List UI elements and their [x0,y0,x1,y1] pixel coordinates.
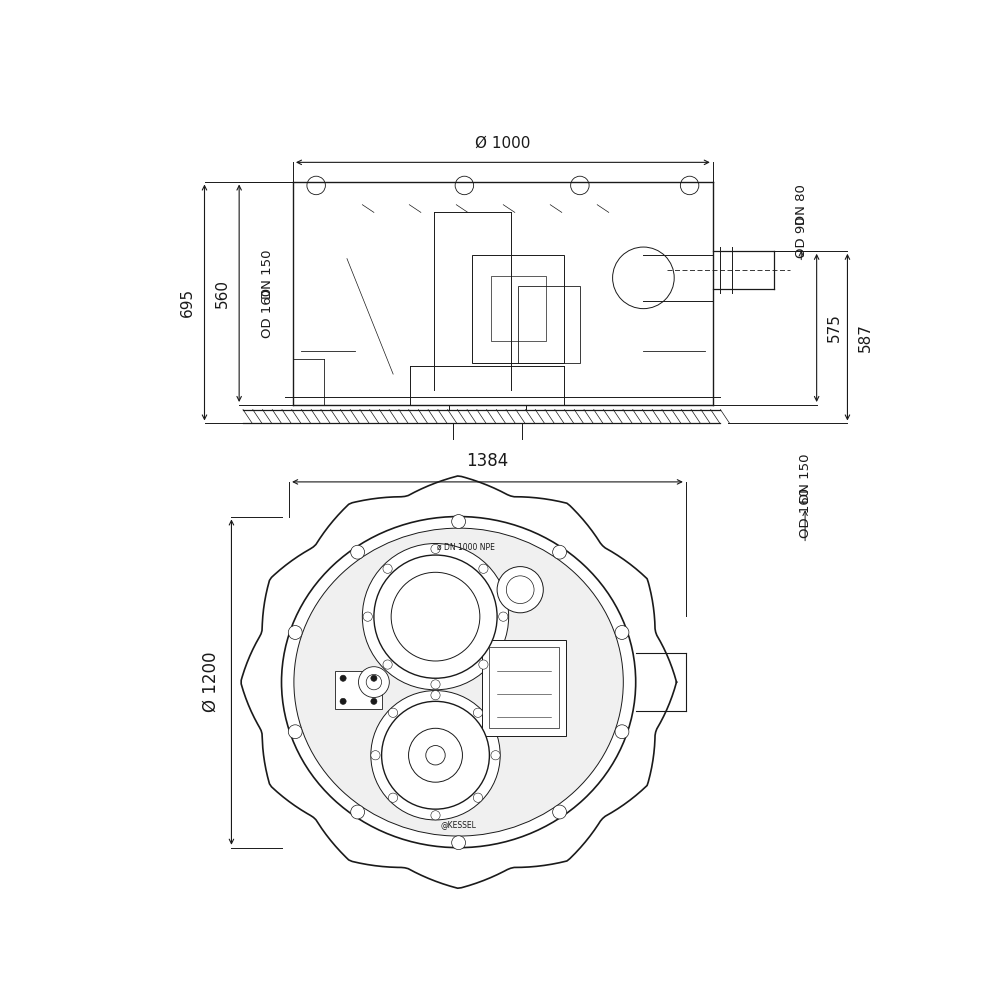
Circle shape [553,805,567,819]
Text: OD 90: OD 90 [795,216,808,258]
Ellipse shape [294,528,623,836]
Circle shape [371,675,377,681]
Text: 560: 560 [215,279,230,308]
Text: Ø 1200: Ø 1200 [202,652,220,712]
Circle shape [571,176,589,195]
Circle shape [307,176,325,195]
Text: OD 160: OD 160 [261,287,274,338]
Bar [472,255,564,363]
Ellipse shape [282,517,636,848]
Text: DN 80: DN 80 [795,184,808,225]
Circle shape [363,612,372,621]
Circle shape [388,708,398,717]
Text: @KESSEL: @KESSEL [441,820,477,829]
Text: OD 160: OD 160 [799,488,812,538]
Bar [518,286,580,363]
Circle shape [362,544,509,690]
Circle shape [351,805,365,819]
Circle shape [383,564,392,573]
Text: DN 150: DN 150 [799,453,812,503]
Text: 587: 587 [857,323,872,352]
Circle shape [358,667,389,698]
Circle shape [374,555,497,678]
Circle shape [455,176,474,195]
Circle shape [371,751,380,760]
Circle shape [371,691,500,820]
Circle shape [497,567,543,613]
Circle shape [382,701,489,809]
Circle shape [383,660,392,669]
Circle shape [340,698,346,704]
Circle shape [431,544,440,554]
Circle shape [479,564,488,573]
Circle shape [615,725,629,739]
Circle shape [479,660,488,669]
Text: 1384: 1384 [466,452,509,470]
Circle shape [615,626,629,639]
Circle shape [288,725,302,739]
Circle shape [431,811,440,820]
Circle shape [473,708,483,717]
Circle shape [431,680,440,689]
Circle shape [473,793,483,802]
Circle shape [340,675,346,681]
Text: Ø 1000: Ø 1000 [475,136,531,151]
Bar [335,671,382,709]
Bar [489,647,559,728]
Text: DN 150: DN 150 [261,249,274,299]
Circle shape [499,612,508,621]
Circle shape [426,746,445,765]
Circle shape [288,626,302,639]
Circle shape [351,545,365,559]
Circle shape [452,515,466,528]
Text: 695: 695 [180,288,195,317]
Circle shape [491,751,500,760]
Circle shape [371,698,377,704]
Bar [491,276,546,341]
Polygon shape [241,476,677,888]
Text: ø DN 1000 NPE: ø DN 1000 NPE [437,543,495,552]
Circle shape [388,793,398,802]
Circle shape [452,836,466,850]
Text: 575: 575 [827,313,842,342]
Circle shape [431,691,440,700]
Bar [482,640,566,736]
Circle shape [680,176,699,195]
Circle shape [553,545,567,559]
